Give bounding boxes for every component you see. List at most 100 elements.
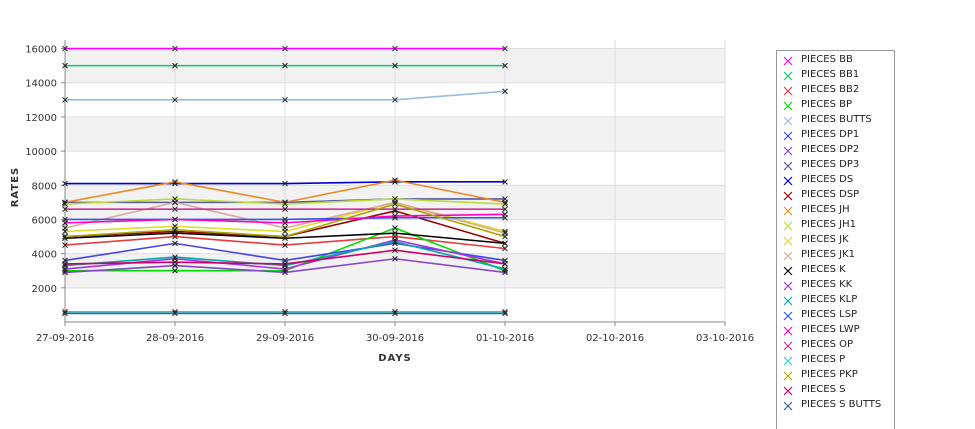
- data-point: [502, 206, 508, 213]
- x-tick-label: 03-10-2016: [696, 333, 754, 344]
- data-point: [502, 88, 508, 95]
- data-point: [502, 179, 508, 185]
- legend-marker-icon: [783, 71, 793, 81]
- data-point: [172, 254, 178, 260]
- data-point: [392, 213, 398, 219]
- data-point: [392, 201, 398, 207]
- legend-item: PIECES S BUTTS: [777, 398, 894, 412]
- y-tick-label: 2000: [32, 284, 57, 295]
- x-tick-label: 02-10-2016: [586, 333, 644, 344]
- data-point: [62, 96, 68, 103]
- data-point: [172, 240, 178, 247]
- legend-label: PIECES S BUTTS: [801, 399, 882, 410]
- legend-marker-icon: [783, 296, 793, 306]
- legend-label: PIECES K: [801, 264, 846, 275]
- legend-marker-icon: [783, 86, 793, 96]
- data-point: [62, 180, 68, 187]
- legend-item: PIECES BB: [777, 53, 894, 67]
- legend-item: PIECES LSP: [777, 308, 894, 322]
- legend-item: PIECES KK: [777, 278, 894, 292]
- data-point: [502, 233, 508, 240]
- data-point: [392, 206, 398, 213]
- y-tick-label: 16000: [25, 45, 57, 56]
- data-point: [62, 62, 68, 69]
- legend-marker-icon: [783, 386, 793, 396]
- data-point: [62, 206, 68, 213]
- x-tick-label: 28-09-2016: [146, 333, 204, 344]
- data-point: [172, 267, 178, 274]
- data-point: [282, 310, 288, 317]
- data-point: [282, 206, 288, 213]
- x-tick-label: 29-09-2016: [256, 333, 314, 344]
- data-point: [392, 230, 398, 236]
- data-point: [502, 62, 508, 69]
- line-chart: 2000 4000 6000 8000 10000 12000 14000 16000 27-0…: [10, 40, 754, 364]
- data-point: [502, 201, 508, 207]
- data-point: [392, 177, 398, 183]
- data-point: [62, 225, 68, 231]
- legend-item: PIECES K: [777, 263, 894, 277]
- data-point: [172, 206, 178, 213]
- legend-item: PIECES P: [777, 353, 894, 367]
- data-point: [502, 261, 508, 267]
- data-point: [172, 259, 178, 266]
- legend-item: PIECES JK1: [777, 248, 894, 262]
- legend-marker-icon: [783, 221, 793, 231]
- legend-marker-icon: [783, 206, 793, 216]
- data-point: [392, 45, 398, 52]
- legend-marker-icon: [783, 116, 793, 126]
- legend-marker-icon: [783, 251, 793, 261]
- legend-label: PIECES JH1: [801, 219, 856, 230]
- y-axis-title: RATES: [10, 167, 21, 208]
- data-point: [62, 45, 68, 52]
- legend-marker-icon: [783, 311, 793, 321]
- data-point: [172, 179, 178, 185]
- data-point: [282, 62, 288, 69]
- x-axis-title: DAYS: [378, 353, 412, 364]
- legend-label: PIECES JH: [801, 204, 850, 215]
- data-point: [282, 220, 288, 226]
- legend-marker-icon: [783, 191, 793, 201]
- legend-item: PIECES BB2: [777, 83, 894, 97]
- y-tick-label: 10000: [25, 147, 57, 158]
- legend-label: PIECES KK: [801, 279, 853, 290]
- data-point: [392, 225, 398, 231]
- data-point: [282, 233, 288, 240]
- legend-item: PIECES DSP: [777, 188, 894, 202]
- data-point: [282, 242, 288, 248]
- legend-marker-icon: [783, 266, 793, 276]
- data-point: [172, 226, 178, 233]
- legend-item: PIECES JH1: [777, 218, 894, 232]
- legend-label: PIECES BP: [801, 99, 853, 110]
- data-point: [282, 180, 288, 187]
- legend-item: PIECES DP3: [777, 158, 894, 172]
- y-tick-label: 4000: [32, 250, 57, 261]
- data-point: [392, 247, 398, 254]
- legend-label: PIECES P: [801, 354, 846, 365]
- legend-label: PIECES PKP: [801, 369, 858, 380]
- legend-marker-icon: [783, 341, 793, 351]
- data-point: [62, 201, 68, 207]
- legend-marker-icon: [783, 356, 793, 366]
- legend-item: PIECES OP: [777, 338, 894, 352]
- chart-legend: PIECES BB PIECES BB1 PIECES BB2 PIECES BP PI…: [776, 50, 895, 429]
- data-point: [392, 238, 398, 245]
- legend-item: PIECES JK: [777, 233, 894, 247]
- legend-item: PIECES DP2: [777, 143, 894, 157]
- data-point: [172, 45, 178, 52]
- data-point: [282, 96, 288, 103]
- legend-marker-icon: [783, 101, 793, 111]
- legend-item: PIECES LWP: [777, 323, 894, 337]
- x-tick-label: 27-09-2016: [36, 333, 94, 344]
- grid-bands: [64, 40, 726, 322]
- legend-item: PIECES BUTTS: [777, 113, 894, 127]
- legend-label: PIECES OP: [801, 339, 854, 350]
- data-point: [502, 240, 508, 247]
- data-point: [502, 245, 508, 252]
- data-point: [282, 261, 288, 267]
- y-tick-label: 6000: [32, 215, 57, 226]
- legend-marker-icon: [783, 236, 793, 246]
- legend-label: PIECES S: [801, 384, 846, 395]
- legend-item: PIECES KLP: [777, 293, 894, 307]
- data-point: [502, 266, 508, 272]
